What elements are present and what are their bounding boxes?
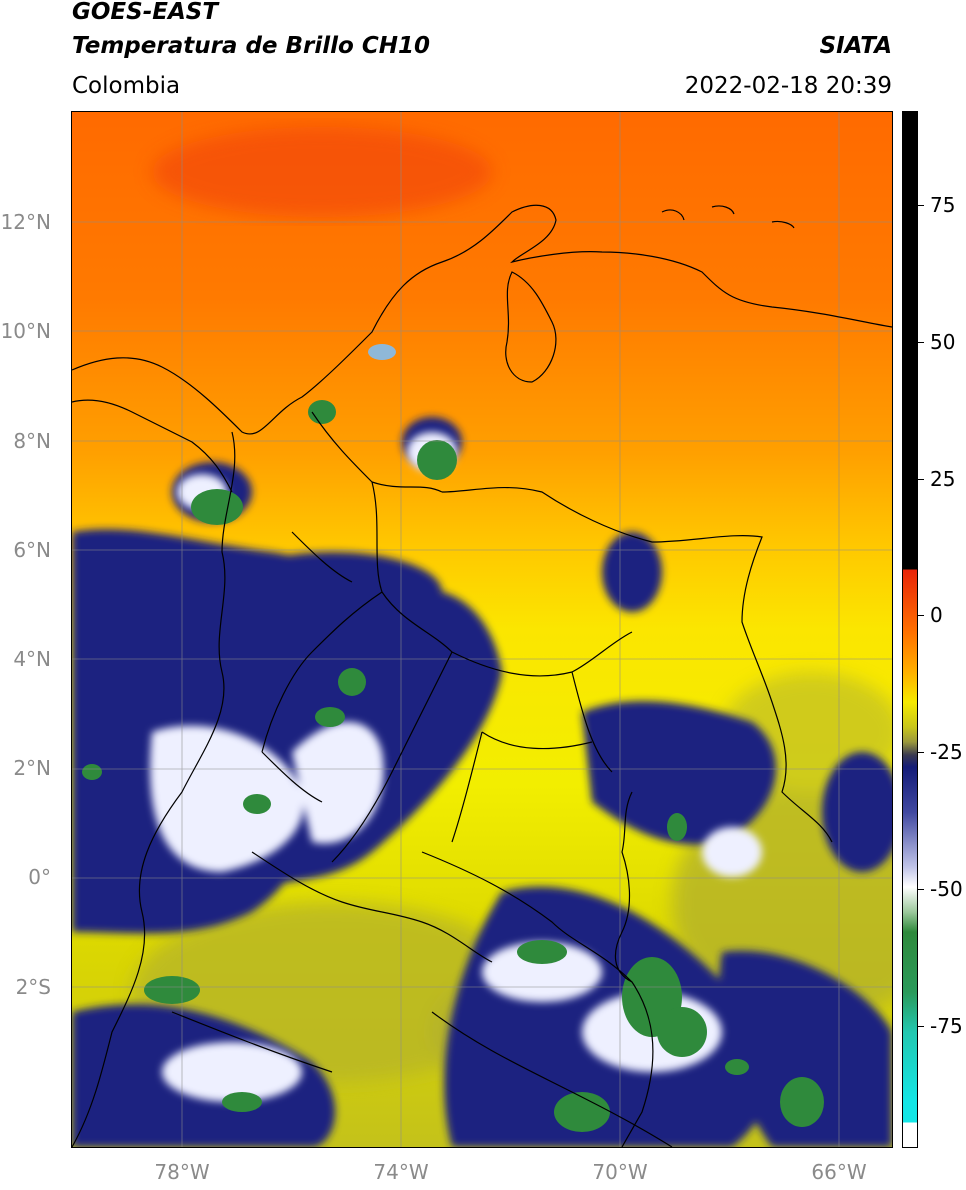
lon-label: 66°W (811, 1160, 867, 1184)
colorbar-label: 75 (930, 193, 956, 217)
colorbar-label: -50 (930, 877, 963, 901)
colorbar-tick (918, 205, 924, 206)
internal-department-lines (261, 411, 633, 863)
colorbar-tick (918, 615, 924, 616)
lat-label: 2°N (13, 756, 51, 780)
cold-cloud-tops (72, 417, 892, 1147)
lon-label: 74°W (373, 1160, 429, 1184)
caribbean-coast (72, 204, 892, 435)
warm-core-region (152, 127, 492, 217)
colorbar-tick (918, 479, 924, 480)
maracaibo-lake (505, 271, 557, 383)
aruba-curacao-islands (661, 205, 795, 229)
lat-label: 10°N (0, 319, 51, 343)
brazil-ecuador-south-lines (171, 1011, 673, 1147)
title-line-2: Temperatura de Brillo CH10 (72, 33, 430, 59)
lat-label: 6°N (13, 538, 51, 562)
lon-label: 78°W (154, 1160, 210, 1184)
colorbar-label: -25 (930, 740, 963, 764)
borders-and-coastlines (72, 204, 892, 1147)
region-label: Colombia (72, 73, 181, 99)
lat-label: 4°N (13, 647, 51, 671)
lat-label: 12°N (0, 210, 51, 234)
colorbar-tick (918, 752, 924, 753)
very-cold-cores (150, 432, 762, 1102)
colorbar-label: 50 (930, 330, 956, 354)
panama-outline (72, 399, 233, 493)
colombia-venezuela-border (441, 486, 833, 843)
satellite-map[interactable] (71, 111, 893, 1148)
lat-label: 0° (28, 865, 51, 889)
colorbar-label: 0 (930, 603, 943, 627)
map-canvas (72, 112, 892, 1147)
colorbar-tick (918, 889, 924, 890)
colorbar-tick (918, 342, 924, 343)
coldest-cores (82, 344, 824, 1132)
title-line-1: GOES-EAST (72, 0, 219, 25)
colorbar-label: -75 (930, 1014, 963, 1038)
datetime-label: 2022-02-18 20:39 (684, 73, 892, 99)
colorbar-label: 25 (930, 467, 956, 491)
colombia-peru-border (421, 851, 633, 983)
lat-label: 2°S (15, 975, 51, 999)
gridlines (72, 112, 892, 1147)
pacific-coast (72, 431, 236, 1147)
colombia-brazil-border (614, 791, 654, 1147)
lat-label: 8°N (13, 429, 51, 453)
colorbar-tick (918, 1026, 924, 1027)
lon-label: 70°W (592, 1160, 648, 1184)
colombia-ecuador-border (251, 851, 493, 963)
brand-label: SIATA (819, 33, 892, 59)
temperature-colorbar (902, 111, 918, 1148)
